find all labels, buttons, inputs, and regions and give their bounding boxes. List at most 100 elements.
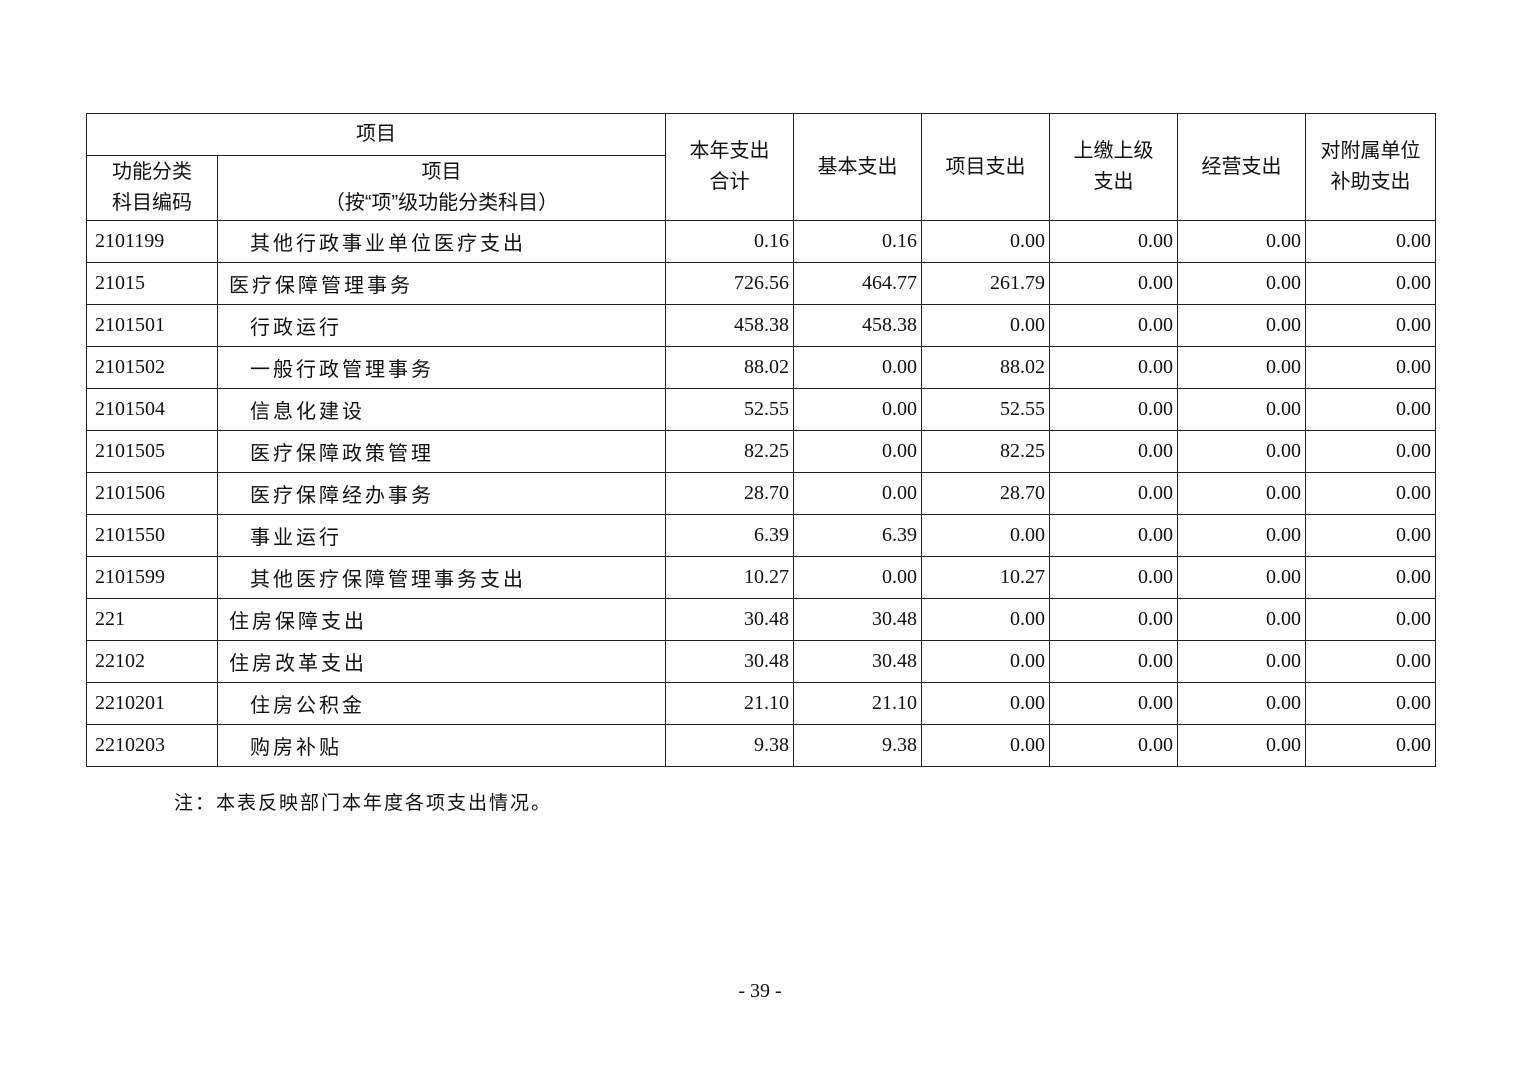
cell-basic: 0.00 <box>793 430 922 473</box>
table-row: 2101504 信息化建设 52.55 0.00 52.55 0.00 0.00 0.00 <box>86 388 1436 431</box>
cell-basic: 21.10 <box>793 682 922 725</box>
cell-project: 0.00 <box>921 514 1050 557</box>
page-number: - 39 - <box>738 980 782 1002</box>
cell-name: 医疗保障经办事务 <box>217 472 666 515</box>
cell-upper: 0.00 <box>1049 430 1178 473</box>
cell-basic: 6.39 <box>793 514 922 557</box>
table-row: 2101199 其他行政事业单位医疗支出 0.16 0.16 0.00 0.00 0.00 0… <box>86 220 1436 263</box>
cell-total: 9.38 <box>665 724 794 767</box>
cell-basic: 0.00 <box>793 388 922 431</box>
cell-basic: 0.16 <box>793 220 922 263</box>
cell-business: 0.00 <box>1177 262 1306 305</box>
table-row: 21015 医疗保障管理事务 726.56 464.77 261.79 0.00 0.00 0… <box>86 262 1436 305</box>
cell-code: 2101505 <box>86 430 218 473</box>
cell-name: 一般行政管理事务 <box>217 346 666 389</box>
cell-name: 住房公积金 <box>217 682 666 725</box>
cell-upper: 0.00 <box>1049 556 1178 599</box>
cell-name: 医疗保障管理事务 <box>217 262 666 305</box>
cell-business: 0.00 <box>1177 682 1306 725</box>
cell-total: 10.27 <box>665 556 794 599</box>
cell-name: 行政运行 <box>217 304 666 347</box>
cell-code: 21015 <box>86 262 218 305</box>
cell-project: 261.79 <box>921 262 1050 305</box>
cell-basic: 30.48 <box>793 640 922 683</box>
cell-subsidy: 0.00 <box>1305 556 1436 599</box>
cell-name: 其他行政事业单位医疗支出 <box>217 220 666 263</box>
cell-project: 0.00 <box>921 640 1050 683</box>
cell-basic: 0.00 <box>793 472 922 515</box>
cell-subsidy: 0.00 <box>1305 262 1436 305</box>
cell-name: 住房保障支出 <box>217 598 666 641</box>
cell-subsidy: 0.00 <box>1305 220 1436 263</box>
cell-total: 0.16 <box>665 220 794 263</box>
header-basic: 基本支出 <box>793 113 922 221</box>
cell-subsidy: 0.00 <box>1305 346 1436 389</box>
cell-business: 0.00 <box>1177 472 1306 515</box>
cell-upper: 0.00 <box>1049 514 1178 557</box>
cell-upper: 0.00 <box>1049 598 1178 641</box>
table-note: 注：本表反映部门本年度各项支出情况。 <box>174 793 553 814</box>
cell-subsidy: 0.00 <box>1305 430 1436 473</box>
cell-total: 726.56 <box>665 262 794 305</box>
cell-total: 30.48 <box>665 640 794 683</box>
cell-name: 住房改革支出 <box>217 640 666 683</box>
header-item: 项目 （按“项”级功能分类科目） <box>217 155 666 221</box>
cell-business: 0.00 <box>1177 346 1306 389</box>
cell-subsidy: 0.00 <box>1305 388 1436 431</box>
cell-total: 88.02 <box>665 346 794 389</box>
cell-total: 458.38 <box>665 304 794 347</box>
cell-project: 52.55 <box>921 388 1050 431</box>
table-row: 2101502 一般行政管理事务 88.02 0.00 88.02 0.00 0.00 0.0… <box>86 346 1436 389</box>
cell-subsidy: 0.00 <box>1305 514 1436 557</box>
table-row: 2101506 医疗保障经办事务 28.70 0.00 28.70 0.00 0.00 0.0… <box>86 472 1436 515</box>
cell-code: 2101502 <box>86 346 218 389</box>
table-row: 2101599 其他医疗保障管理事务支出 10.27 0.00 10.27 0.00 0.0… <box>86 556 1436 599</box>
cell-project: 82.25 <box>921 430 1050 473</box>
cell-code: 2101501 <box>86 304 218 347</box>
cell-project: 0.00 <box>921 598 1050 641</box>
cell-basic: 30.48 <box>793 598 922 641</box>
cell-business: 0.00 <box>1177 640 1306 683</box>
cell-code: 2210203 <box>86 724 218 767</box>
cell-project: 0.00 <box>921 682 1050 725</box>
cell-subsidy: 0.00 <box>1305 640 1436 683</box>
cell-upper: 0.00 <box>1049 682 1178 725</box>
cell-basic: 9.38 <box>793 724 922 767</box>
cell-name: 购房补贴 <box>217 724 666 767</box>
cell-upper: 0.00 <box>1049 262 1178 305</box>
table-row: 2210201 住房公积金 21.10 21.10 0.00 0.00 0.00 0.00 <box>86 682 1436 725</box>
header-code: 功能分类 科目编码 <box>86 155 218 221</box>
cell-project: 28.70 <box>921 472 1050 515</box>
cell-upper: 0.00 <box>1049 472 1178 515</box>
cell-total: 21.10 <box>665 682 794 725</box>
header-item-group: 项目 <box>86 113 666 156</box>
cell-subsidy: 0.00 <box>1305 724 1436 767</box>
table-row: 2101505 医疗保障政策管理 82.25 0.00 82.25 0.00 0.00 0.0… <box>86 430 1436 473</box>
table-row: 2101501 行政运行 458.38 458.38 0.00 0.00 0.00 0.00 <box>86 304 1436 347</box>
cell-business: 0.00 <box>1177 430 1306 473</box>
cell-upper: 0.00 <box>1049 346 1178 389</box>
cell-project: 0.00 <box>921 304 1050 347</box>
cell-business: 0.00 <box>1177 304 1306 347</box>
cell-project: 0.00 <box>921 724 1050 767</box>
cell-project: 10.27 <box>921 556 1050 599</box>
cell-total: 30.48 <box>665 598 794 641</box>
cell-subsidy: 0.00 <box>1305 472 1436 515</box>
header-upper: 上缴上级 支出 <box>1049 113 1178 221</box>
table-row: 2101550 事业运行 6.39 6.39 0.00 0.00 0.00 0.00 <box>86 514 1436 557</box>
cell-basic: 458.38 <box>793 304 922 347</box>
header-total: 本年支出 合计 <box>665 113 794 221</box>
cell-code: 2101506 <box>86 472 218 515</box>
cell-code: 2210201 <box>86 682 218 725</box>
header-project: 项目支出 <box>921 113 1050 221</box>
cell-business: 0.00 <box>1177 556 1306 599</box>
cell-code: 2101199 <box>86 220 218 263</box>
cell-business: 0.00 <box>1177 388 1306 431</box>
cell-name: 信息化建设 <box>217 388 666 431</box>
cell-total: 82.25 <box>665 430 794 473</box>
cell-upper: 0.00 <box>1049 388 1178 431</box>
cell-business: 0.00 <box>1177 598 1306 641</box>
cell-basic: 0.00 <box>793 346 922 389</box>
cell-business: 0.00 <box>1177 514 1306 557</box>
header-subsidy: 对附属单位 补助支出 <box>1305 113 1436 221</box>
